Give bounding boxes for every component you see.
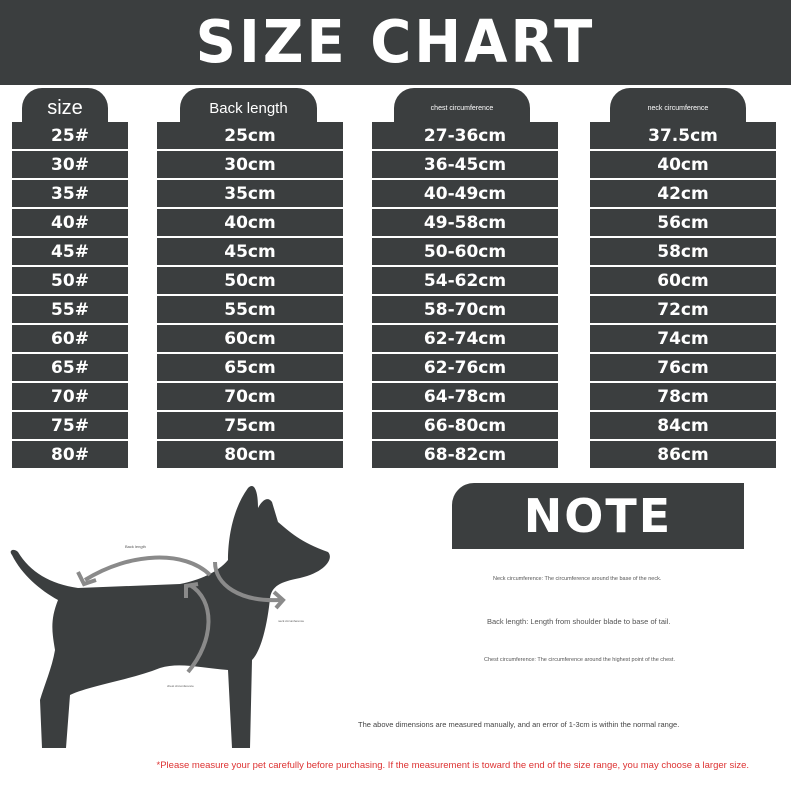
table-cell: 60# [12, 325, 128, 352]
back-length-arrow [83, 555, 212, 582]
table-cell: 40cm [157, 209, 343, 236]
diagram-neck-label: neck circumference [278, 619, 305, 623]
table-cell: 62-76cm [372, 354, 558, 381]
title: SIZE CHART [195, 8, 596, 77]
neck-arrowhead [272, 590, 286, 610]
table-cell: 78cm [590, 383, 776, 410]
neck-arrow [213, 561, 281, 603]
chest-arrowhead [184, 582, 199, 598]
table-cell: 60cm [157, 325, 343, 352]
diagram-back-label: Back length [125, 544, 146, 549]
note-heading: NOTE [452, 483, 744, 549]
table-cell: 35# [12, 180, 128, 207]
table-cell: 50cm [157, 267, 343, 294]
neck-column: 37.5cm 40cm 42cm 56cm 58cm 60cm 72cm 74cm 76cm 78… [590, 122, 776, 470]
table-cell: 25cm [157, 122, 343, 149]
table-cell: 80# [12, 441, 128, 468]
table-cell: 25# [12, 122, 128, 149]
table-cell: 50-60cm [372, 238, 558, 265]
table-cell: 56cm [590, 209, 776, 236]
table-cell: 86cm [590, 441, 776, 468]
table-cell: 40-49cm [372, 180, 558, 207]
note-chest: Chest circumference: The circumference a… [484, 657, 675, 663]
table-cell: 64-78cm [372, 383, 558, 410]
table-cell: 55cm [157, 296, 343, 323]
table-cell: 70cm [157, 383, 343, 410]
table-cell: 66-80cm [372, 412, 558, 439]
note-neck: Neck circumference: The circumference ar… [493, 576, 662, 582]
back-length-column: 25cm 30cm 35cm 40cm 45cm 50cm 55cm 60cm 65cm 70cm… [157, 122, 343, 470]
table-cell: 58-70cm [372, 296, 558, 323]
table-cell: 68-82cm [372, 441, 558, 468]
header-back-length: Back length [180, 88, 317, 128]
table-cell: 75# [12, 412, 128, 439]
back-length-arrowhead [76, 571, 97, 587]
table-cell: 45cm [157, 238, 343, 265]
table-cell: 70# [12, 383, 128, 410]
table-cell: 49-58cm [372, 209, 558, 236]
table-cell: 55# [12, 296, 128, 323]
table-cell: 35cm [157, 180, 343, 207]
note-error: The above dimensions are measured manual… [358, 720, 680, 729]
warning-text: *Please measure your pet carefully befor… [156, 760, 749, 771]
table-cell: 84cm [590, 412, 776, 439]
table-cell: 45# [12, 238, 128, 265]
chest-column: 27-36cm 36-45cm 40-49cm 49-58cm 50-60cm 54-62… [372, 122, 558, 470]
table-cell: 54-62cm [372, 267, 558, 294]
note-back: Back length: Length from shoulder blade … [487, 617, 671, 626]
header-neck: neck circumference [610, 88, 746, 128]
table-cell: 58cm [590, 238, 776, 265]
table-cell: 74cm [590, 325, 776, 352]
size-column: 25# 30# 35# 40# 45# 50# 55# 60# 65# 70# 75# 80# [12, 122, 128, 470]
table-cell: 75cm [157, 412, 343, 439]
table-cell: 60cm [590, 267, 776, 294]
table-cell: 80cm [157, 441, 343, 468]
table-cell: 30cm [157, 151, 343, 178]
chest-arrow [186, 583, 211, 674]
table-cell: 62-74cm [372, 325, 558, 352]
table-cell: 72cm [590, 296, 776, 323]
table-cell: 42cm [590, 180, 776, 207]
dog-diagram [10, 486, 330, 748]
table-cell: 40cm [590, 151, 776, 178]
table-cell: 27-36cm [372, 122, 558, 149]
table-cell: 36-45cm [372, 151, 558, 178]
table-cell: 76cm [590, 354, 776, 381]
table-cell: 30# [12, 151, 128, 178]
header-size: size [22, 88, 108, 128]
diagram-chest-label: chest circumference [167, 684, 194, 688]
table-cell: 65cm [157, 354, 343, 381]
dog-silhouette [10, 486, 330, 748]
table-cell: 40# [12, 209, 128, 236]
table-cell: 65# [12, 354, 128, 381]
table-cell: 50# [12, 267, 128, 294]
title-banner: SIZE CHART [0, 0, 791, 85]
table-cell: 37.5cm [590, 122, 776, 149]
header-chest: chest circumference [394, 88, 530, 128]
